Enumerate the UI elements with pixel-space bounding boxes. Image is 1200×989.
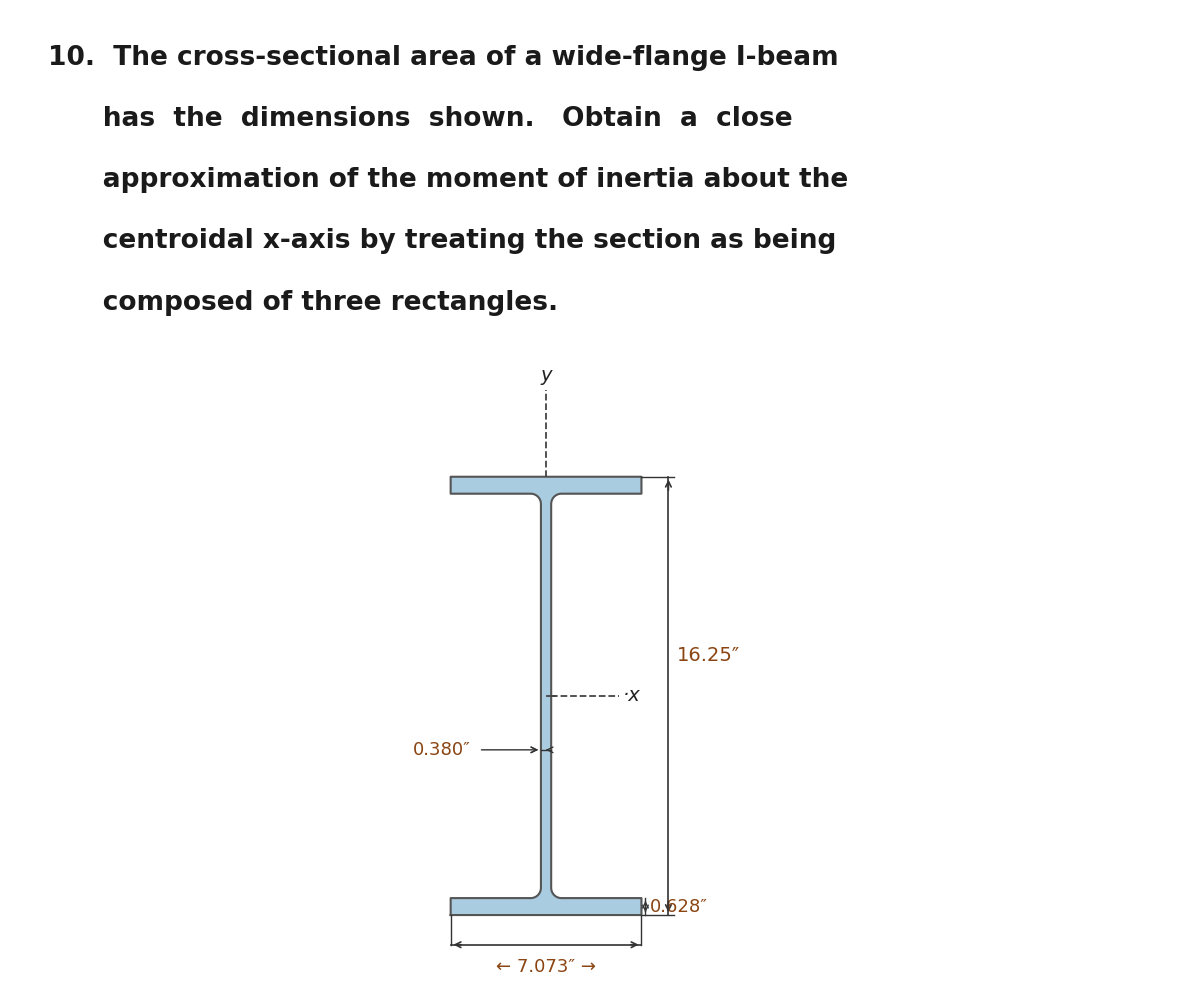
Text: has  the  dimensions  shown.   Obtain  a  close: has the dimensions shown. Obtain a close xyxy=(48,106,793,132)
Text: y: y xyxy=(540,366,552,385)
Text: composed of three rectangles.: composed of three rectangles. xyxy=(48,290,558,315)
Text: ·x: ·x xyxy=(623,686,641,705)
Polygon shape xyxy=(451,477,642,915)
Text: 0.628″: 0.628″ xyxy=(649,898,708,916)
Text: approximation of the moment of inertia about the: approximation of the moment of inertia a… xyxy=(48,167,848,193)
Text: centroidal x-axis by treating the section as being: centroidal x-axis by treating the sectio… xyxy=(48,228,836,254)
Text: ← 7.073″ →: ← 7.073″ → xyxy=(496,958,596,976)
Text: 0.380″: 0.380″ xyxy=(413,741,470,759)
Text: 16.25″: 16.25″ xyxy=(677,646,739,665)
Text: 10.  The cross-sectional area of a wide-flange I-beam: 10. The cross-sectional area of a wide-f… xyxy=(48,45,839,70)
